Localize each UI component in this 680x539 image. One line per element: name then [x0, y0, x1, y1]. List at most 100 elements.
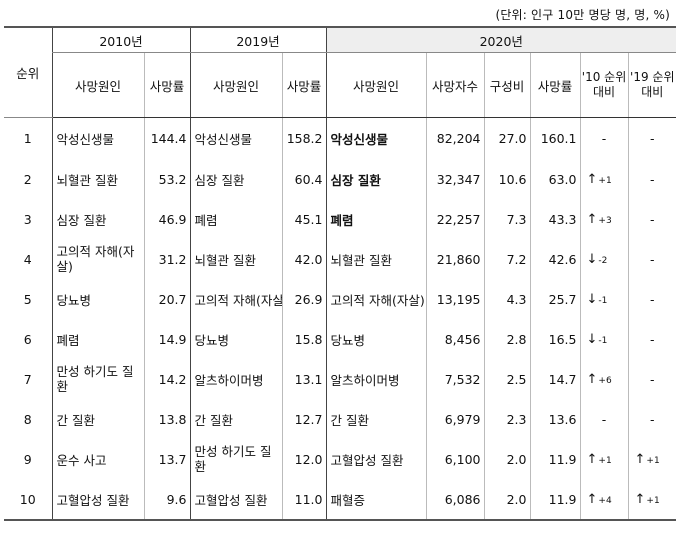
rank-cell: 7: [23, 371, 32, 387]
rank-cell: 10: [4, 479, 52, 521]
rate-2020-cell: 43.3: [529, 199, 580, 239]
rate-2019-cell: 15.8: [281, 319, 326, 359]
rank-change-value: +1: [646, 455, 660, 466]
share-2020-cell: 7.2: [483, 239, 530, 279]
rate-2019-cell: 158.2: [281, 117, 326, 159]
cause-2019-header: 사망원인: [189, 52, 282, 118]
rate-2020-cell: 160.1: [529, 117, 580, 159]
rank-change-2019-cell: -: [627, 239, 677, 279]
rate-2010-cell: 31.2: [143, 239, 190, 279]
share-2020-cell: 2.8: [483, 319, 530, 359]
table-row: 1 악성신생물 144.4 악성신생물 158.2 악성신생물 82,204 27.0 160.…: [4, 117, 677, 159]
share-2020-cell: 2.3: [483, 399, 530, 439]
rank-cell: 1: [23, 131, 32, 146]
rank-change-2019-cell: ↑+1: [627, 479, 677, 521]
cause-2019-cell: 고혈압성 질환: [189, 479, 282, 521]
arrow-up-icon: ↑: [586, 371, 598, 387]
rate-2019-cell: 11.0: [281, 479, 326, 521]
rank-change-2010-cell: ↑+6: [579, 359, 628, 399]
cause-2019-cell: 간 질환: [189, 399, 282, 439]
rate-2019-cell: 42.0: [281, 239, 326, 279]
rank-cell: 3: [23, 211, 32, 227]
rank-change-2019-header: '19 순위 대비: [627, 52, 677, 118]
cause-2020-cell: 폐렴: [325, 199, 426, 239]
cause-2019-cell: 만성 하기도 질환: [189, 439, 282, 479]
cause-2020-cell: 간 질환: [325, 399, 426, 439]
rank-cell: 9: [23, 451, 32, 467]
cause-2020-cell: 당뇨병: [325, 319, 426, 359]
arrow-up-icon: ↑: [634, 491, 646, 507]
cause-2020-cell: 고의적 자해(자살): [325, 279, 426, 319]
rate-2020-header: 사망률: [529, 52, 580, 118]
cause-2019-cell: 당뇨병: [189, 319, 282, 359]
deaths-2020-cell: 32,347: [425, 159, 484, 199]
share-2020-cell: 2.0: [483, 439, 530, 479]
table-row: 5 당뇨병 20.7 고의적 자해(자살) 26.9 고의적 자해(자살) 13,195 4.…: [4, 279, 677, 319]
rate-2010-cell: 53.2: [143, 159, 190, 199]
rank-header: 순위: [4, 26, 52, 118]
rate-2020-cell: 11.9: [529, 439, 580, 479]
cause-2019-cell: 악성신생물: [189, 117, 282, 159]
rank-cell: 4: [23, 251, 32, 267]
share-2020-cell: 27.0: [483, 117, 530, 159]
cause-2019-cell: 폐렴: [189, 199, 282, 239]
rate-2020-cell: 42.6: [529, 239, 580, 279]
rank-change-value: -2: [598, 255, 608, 266]
rank-change-value: +3: [598, 215, 612, 226]
cause-2010-cell: 악성신생물: [51, 117, 144, 159]
unit-note: (단위: 인구 10만 명당 명, 명, %): [495, 8, 670, 22]
deaths-2020-cell: 22,257: [425, 199, 484, 239]
rate-2010-cell: 13.7: [143, 439, 190, 479]
rate-2020-cell: 16.5: [529, 319, 580, 359]
rate-2019-cell: 60.4: [281, 159, 326, 199]
cause-2019-cell: 뇌혈관 질환: [189, 239, 282, 279]
table-row: 2 뇌혈관 질환 53.2 심장 질환 60.4 심장 질환 32,347 10.6 63.0 ↑…: [4, 159, 677, 199]
rate-2020-cell: 63.0: [529, 159, 580, 199]
cause-2010-cell: 운수 사고: [51, 439, 144, 479]
rank-change-2010-cell: ↑+3: [579, 199, 628, 239]
arrow-down-icon: ↓: [586, 251, 598, 267]
rank-cell: 2: [23, 171, 32, 187]
rank-change-2010-cell: ↑+1: [579, 159, 628, 199]
deaths-2020-cell: 6,979: [425, 399, 484, 439]
rank-change-2010-cell: ↑+4: [579, 479, 628, 521]
rank-change-value: +6: [598, 375, 612, 386]
rate-2019-cell: 12.0: [281, 439, 326, 479]
rank-change-value: +1: [646, 495, 660, 506]
deaths-2020-cell: 6,100: [425, 439, 484, 479]
cause-2010-cell: 만성 하기도 질환: [51, 359, 144, 399]
cause-2010-cell: 간 질환: [51, 399, 144, 439]
table-row: 3 심장 질환 46.9 폐렴 45.1 폐렴 22,257 7.3 43.3 ↑+3-: [4, 199, 677, 239]
rate-2010-cell: 144.4: [143, 117, 190, 159]
deaths-2020-cell: 82,204: [425, 117, 484, 159]
year-2019-header: 2019년: [189, 26, 326, 53]
cause-2010-cell: 심장 질환: [51, 199, 144, 239]
arrow-down-icon: ↓: [586, 291, 598, 307]
rank-change-2019-cell: -: [627, 359, 677, 399]
rank-change-2019-cell: -: [627, 199, 677, 239]
cause-2010-cell: 고의적 자해(자살): [51, 239, 144, 279]
rate-2019-cell: 26.9: [281, 279, 326, 319]
share-2020-cell: 7.3: [483, 199, 530, 239]
deaths-2020-cell: 21,860: [425, 239, 484, 279]
rate-2020-cell: 14.7: [529, 359, 580, 399]
rank-change-value: +1: [598, 175, 612, 186]
cause-2010-cell: 고혈압성 질환: [51, 479, 144, 521]
rate-2020-cell: 11.9: [529, 479, 580, 521]
deaths-2020-cell: 13,195: [425, 279, 484, 319]
cause-2020-cell: 알츠하이머병: [325, 359, 426, 399]
arrow-up-icon: ↑: [586, 491, 598, 507]
deaths-2020-cell: 8,456: [425, 319, 484, 359]
rate-2010-cell: 20.7: [143, 279, 190, 319]
rate-2010-cell: 46.9: [143, 199, 190, 239]
arrow-up-icon: ↑: [586, 451, 598, 467]
rate-2010-header: 사망률: [143, 52, 190, 118]
cause-2010-cell: 폐렴: [51, 319, 144, 359]
cause-2020-cell: 고혈압성 질환: [325, 439, 426, 479]
cause-2020-cell: 패혈증: [325, 479, 426, 521]
rate-2019-header: 사망률: [281, 52, 326, 118]
arrow-up-icon: ↑: [634, 451, 646, 467]
rate-2010-cell: 9.6: [143, 479, 190, 521]
cause-2019-cell: 심장 질환: [189, 159, 282, 199]
cause-2010-cell: 당뇨병: [51, 279, 144, 319]
